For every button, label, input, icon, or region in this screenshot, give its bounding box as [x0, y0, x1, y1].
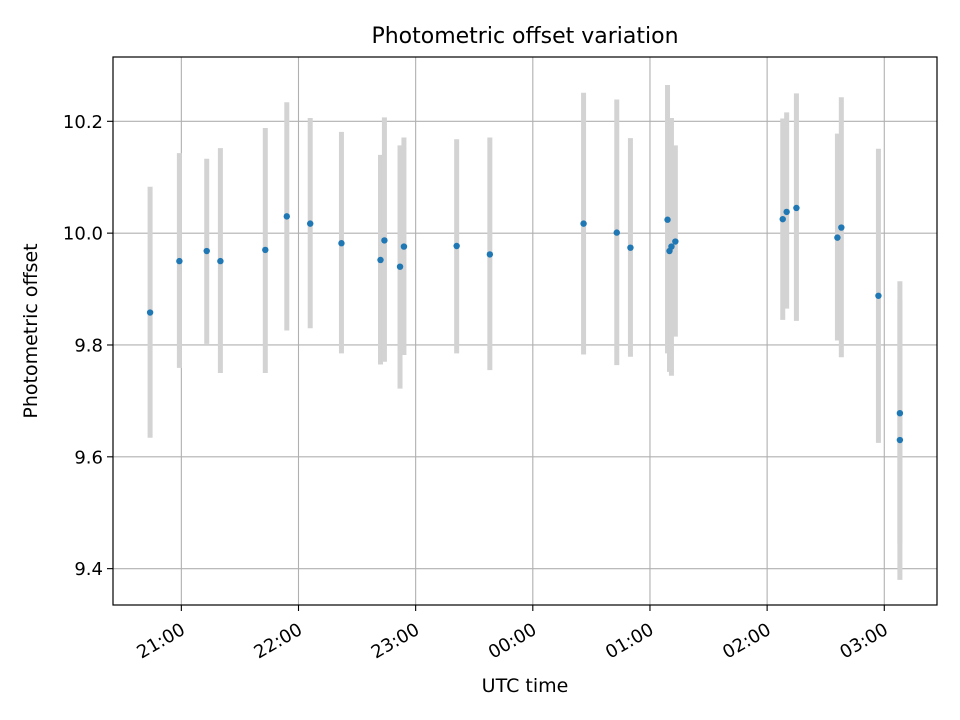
- data-point: [875, 292, 882, 299]
- data-point: [203, 247, 210, 255]
- data-point: [217, 257, 224, 265]
- data-point: [338, 240, 345, 247]
- y-tick-label: 10.0: [63, 224, 103, 245]
- data-point: [377, 256, 384, 264]
- data-point: [146, 309, 154, 316]
- plot-frame: [112, 56, 938, 606]
- data-point: [896, 436, 904, 444]
- y-axis-ticks: 9.4 9.6 9.8 10.0 10.2: [63, 112, 113, 580]
- data-point: [627, 244, 634, 251]
- data-point: [664, 216, 671, 223]
- data-point: [783, 208, 790, 216]
- grid-lines: [113, 57, 937, 605]
- data-point: [896, 410, 904, 417]
- data-point: [396, 263, 404, 270]
- data-point: [793, 204, 800, 212]
- data-point: [613, 229, 620, 236]
- data-point: [672, 238, 679, 245]
- y-tick-label: 9.4: [74, 559, 103, 580]
- y-tick-label: 9.6: [74, 447, 103, 468]
- data-point: [176, 257, 183, 265]
- data-point: [400, 243, 408, 250]
- data-point: [834, 234, 841, 241]
- data-point: [838, 224, 845, 231]
- data-point: [283, 213, 290, 220]
- data-points: [146, 204, 904, 444]
- data-point: [779, 215, 786, 223]
- data-point: [307, 220, 314, 227]
- data-point: [486, 251, 494, 258]
- data-point: [262, 246, 269, 254]
- y-tick-label: 10.2: [63, 112, 103, 133]
- y-tick-label: 9.8: [74, 335, 103, 356]
- data-point: [453, 242, 460, 250]
- chart-title: Photometric offset variation: [371, 24, 678, 49]
- data-point: [668, 243, 675, 250]
- data-point: [381, 237, 388, 244]
- data-point: [580, 220, 587, 227]
- y-axis-label: Photometric offset: [20, 243, 42, 418]
- x-axis-label: UTC time: [482, 675, 569, 697]
